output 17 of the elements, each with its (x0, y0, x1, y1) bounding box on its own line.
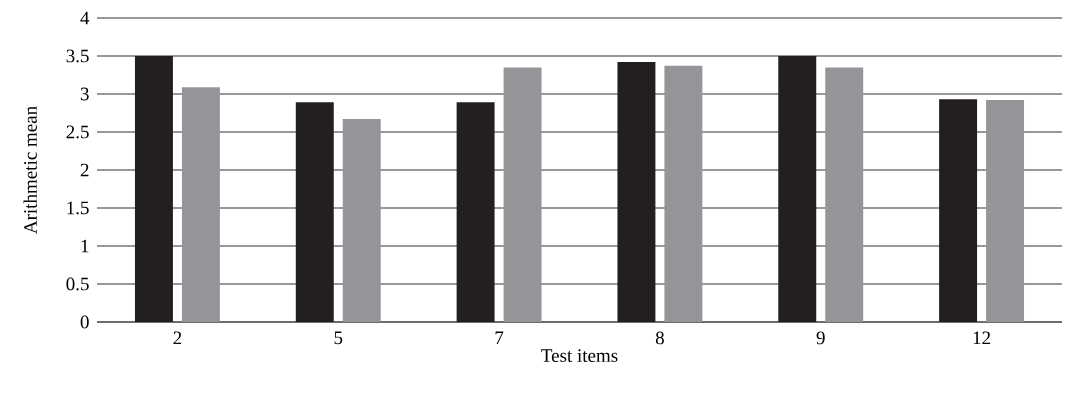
x-tick-label: 7 (495, 331, 504, 344)
y-tick-label: 1 (81, 239, 89, 253)
y-tick-label: 3.5 (66, 49, 89, 63)
y-tick-label: 2 (80, 163, 89, 177)
x-tick-label: 12 (973, 331, 991, 345)
x-tick-label: 5 (334, 331, 343, 345)
y-tick-label: 2.5 (66, 125, 89, 139)
y-tick-label: 3 (80, 87, 89, 101)
y-tick-label: 4 (80, 11, 90, 25)
y-axis-title: Arithmetic mean (23, 106, 37, 234)
y-tick-label: 0 (80, 315, 89, 329)
x-axis-title: Test items (541, 349, 618, 362)
x-tick-label: 9 (816, 331, 825, 345)
y-tick-label: 1.5 (67, 201, 89, 215)
x-tick-label: 8 (655, 331, 664, 345)
y-tick-label: 0.5 (66, 277, 89, 291)
x-tick-label: 2 (173, 331, 182, 345)
